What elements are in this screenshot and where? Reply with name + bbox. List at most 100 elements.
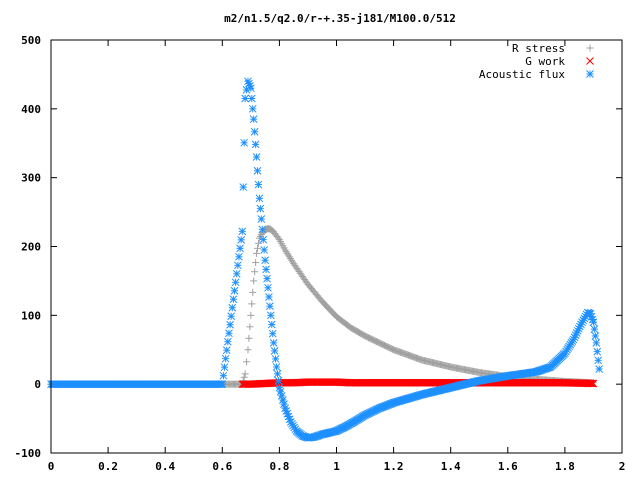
data-point: [252, 153, 261, 161]
y-tick-label: 300: [21, 172, 41, 185]
data-point: [239, 183, 248, 191]
data-point: [273, 369, 282, 378]
data-point: [255, 194, 264, 203]
data-point: [218, 380, 227, 389]
data-point: [241, 94, 249, 103]
data-point: [248, 300, 256, 308]
data-point: [231, 278, 240, 287]
legend-label: G work: [525, 55, 565, 68]
legend-label: Acoustic flux: [479, 68, 565, 81]
data-point: [270, 347, 279, 355]
y-tick-label: -100: [15, 447, 42, 460]
data-point: [240, 373, 248, 381]
data-point: [247, 311, 255, 319]
data-point: [269, 339, 278, 347]
data-point: [261, 256, 269, 265]
data-point: [237, 235, 246, 244]
y-tick-label: 200: [21, 241, 41, 254]
data-point: [590, 325, 599, 333]
data-point: [254, 180, 263, 189]
data-point: [593, 347, 602, 356]
y-tick-label: 0: [34, 378, 41, 391]
data-marks: [47, 77, 604, 442]
legend-marker: [586, 70, 594, 78]
data-point: [233, 261, 242, 270]
data-point: [250, 127, 259, 136]
data-point: [248, 104, 257, 113]
x-tick-label: 1.6: [498, 460, 518, 473]
x-tick-label: 1.4: [441, 460, 461, 473]
data-point: [251, 268, 259, 276]
data-point: [256, 204, 265, 213]
data-point: [226, 320, 234, 329]
plot-frame: [50, 39, 623, 454]
data-point: [246, 323, 254, 331]
data-point: [230, 286, 239, 295]
data-point: [274, 234, 282, 242]
data-point: [594, 356, 603, 365]
data-point: [240, 138, 249, 147]
data-point: [229, 295, 238, 304]
x-tick-label: 0.4: [155, 460, 175, 473]
data-point: [595, 365, 604, 373]
data-point: [220, 363, 229, 372]
data-point: [591, 332, 600, 340]
x-tick-label: 1.8: [555, 460, 575, 473]
data-point: [265, 293, 273, 301]
data-point: [225, 329, 233, 338]
data-point: [251, 140, 260, 149]
data-point: [267, 320, 276, 329]
x-tick-label: 1.2: [384, 460, 404, 473]
data-point: [238, 227, 247, 236]
y-tick-label: 400: [21, 103, 41, 116]
data-point: [244, 346, 252, 354]
data-point: [266, 311, 275, 320]
legend-label: R stress: [512, 42, 565, 55]
data-point: [249, 115, 258, 124]
data-point: [235, 252, 243, 261]
x-tick-label: 1: [333, 460, 340, 473]
x-tick-label: 0.6: [212, 460, 232, 473]
data-point: [219, 371, 228, 380]
legend-marker: [586, 57, 594, 65]
data-point: [592, 339, 601, 347]
x-tick-label: 0: [48, 460, 55, 473]
data-point: [232, 269, 241, 278]
data-point: [247, 94, 256, 103]
data-point: [257, 215, 266, 223]
y-tick-label: 500: [21, 34, 41, 47]
data-point: [254, 239, 262, 247]
data-point: [246, 84, 255, 93]
data-point: [249, 288, 257, 296]
chart-title: m2/n1.5/q2.0/r-+.35-j181/M100.0/512: [224, 12, 456, 25]
data-point: [271, 355, 280, 363]
legend-marker: [586, 44, 594, 52]
data-point: [266, 302, 274, 311]
x-tick-label: 0.2: [98, 460, 118, 473]
data-point: [589, 379, 598, 388]
data-point: [274, 376, 283, 385]
data-point: [264, 283, 272, 292]
x-tick-label: 2: [619, 460, 626, 473]
data-point: [222, 346, 231, 355]
data-point: [254, 244, 262, 252]
data-point: [586, 379, 594, 388]
data-point: [252, 259, 260, 267]
data-point: [263, 274, 271, 283]
data-point: [259, 235, 268, 244]
data-point: [588, 379, 597, 388]
data-point: [253, 166, 262, 175]
data-point: [272, 363, 281, 371]
series-g-work: [238, 378, 598, 389]
data-point: [260, 246, 269, 254]
data-point: [221, 354, 230, 363]
x-tick-label: 0.8: [269, 460, 289, 473]
data-point: [223, 337, 232, 346]
data-point: [258, 225, 267, 234]
data-point: [587, 379, 596, 388]
data-point: [228, 303, 237, 312]
data-point: [262, 265, 270, 274]
data-point: [268, 329, 277, 338]
